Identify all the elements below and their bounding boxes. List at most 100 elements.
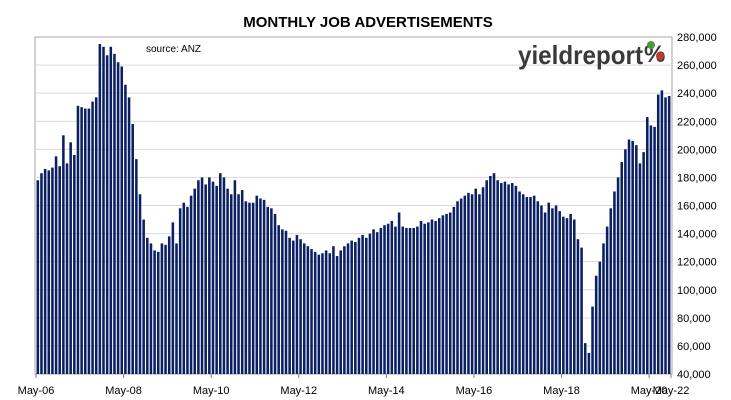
bar xyxy=(171,222,175,374)
bar xyxy=(94,97,98,374)
bar xyxy=(109,46,113,374)
y-tick-label: 180,000 xyxy=(677,172,717,184)
bar xyxy=(321,253,324,374)
bar xyxy=(580,247,583,375)
bar xyxy=(383,225,386,374)
bar xyxy=(620,161,624,374)
bar xyxy=(529,197,532,374)
bar xyxy=(138,194,142,374)
y-tick-label: 40,000 xyxy=(677,369,711,381)
bar xyxy=(489,176,492,374)
y-tick-label: 240,000 xyxy=(677,88,717,100)
y-tick-label: 220,000 xyxy=(677,116,717,128)
bar xyxy=(452,206,456,374)
y-tick-label: 200,000 xyxy=(677,144,717,156)
bar xyxy=(219,173,222,374)
bar xyxy=(200,177,204,374)
bar xyxy=(65,163,69,375)
gridlines xyxy=(35,64,672,347)
x-tick-label: May-06 xyxy=(18,385,55,397)
bar xyxy=(642,152,645,374)
bar xyxy=(667,95,671,374)
bar xyxy=(583,343,587,374)
bar xyxy=(397,212,401,374)
y-tick-label: 60,000 xyxy=(677,341,711,353)
bar xyxy=(562,216,565,374)
x-tick-label: May-12 xyxy=(280,385,317,397)
bar xyxy=(306,246,310,374)
bar xyxy=(448,212,452,374)
bar xyxy=(609,208,613,374)
bar xyxy=(80,107,83,375)
bar xyxy=(441,215,445,374)
bar xyxy=(113,53,116,374)
bar xyxy=(408,227,412,374)
bar xyxy=(120,66,124,375)
x-tick-label: May-22 xyxy=(653,385,690,397)
y-tick-label: 260,000 xyxy=(677,60,717,72)
bar xyxy=(394,226,397,374)
bar xyxy=(270,208,273,374)
bar xyxy=(456,201,459,374)
bar xyxy=(116,62,120,375)
bar xyxy=(332,246,335,374)
bar xyxy=(83,108,87,375)
bar xyxy=(288,237,291,374)
x-tick-label: May-10 xyxy=(193,385,230,397)
bar xyxy=(248,202,251,374)
bar xyxy=(76,105,80,375)
bar xyxy=(481,187,485,374)
bar xyxy=(372,229,375,374)
bar xyxy=(124,84,127,375)
bar xyxy=(58,166,61,374)
bar xyxy=(222,177,226,374)
bar xyxy=(73,154,76,374)
bar xyxy=(343,246,346,374)
bar xyxy=(211,181,215,374)
bar xyxy=(386,223,390,374)
bar xyxy=(507,184,510,374)
y-tick-label: 160,000 xyxy=(677,201,717,213)
bar xyxy=(624,149,627,374)
bar xyxy=(91,101,94,374)
bar xyxy=(335,256,339,374)
logo-wordmark: yieldreport xyxy=(518,40,643,70)
bar xyxy=(401,226,405,374)
bar xyxy=(467,192,470,374)
bar xyxy=(160,243,164,374)
bar xyxy=(350,240,353,374)
bar xyxy=(510,183,514,374)
bar xyxy=(105,55,109,374)
bar xyxy=(525,197,529,374)
bar xyxy=(653,126,656,375)
bar xyxy=(262,199,266,374)
bar xyxy=(638,163,642,375)
bar xyxy=(558,211,561,374)
bar xyxy=(324,250,328,374)
bar xyxy=(660,90,664,375)
bar xyxy=(215,185,218,374)
bar xyxy=(178,208,182,374)
bar xyxy=(317,254,321,374)
bar xyxy=(521,194,525,374)
bar xyxy=(226,188,229,374)
x-tick-label: May-08 xyxy=(105,385,142,397)
bar xyxy=(587,352,591,374)
bar xyxy=(605,226,609,374)
bar xyxy=(295,234,299,374)
x-tick-label: May-18 xyxy=(543,385,580,397)
bar xyxy=(273,213,277,374)
bar xyxy=(244,201,248,374)
bar xyxy=(237,194,240,374)
bar xyxy=(182,202,186,374)
bar xyxy=(189,195,193,374)
bar xyxy=(379,227,383,374)
x-tick-label: May-14 xyxy=(368,385,405,397)
bar xyxy=(146,237,149,374)
bar xyxy=(551,208,554,374)
y-tick-label: 280,000 xyxy=(677,32,717,44)
bar xyxy=(310,249,313,374)
x-axis: May-06 May-08 May-10 May-12 May-14 May-16 May-… xyxy=(18,374,690,397)
bar xyxy=(69,142,72,374)
bar xyxy=(277,225,280,374)
